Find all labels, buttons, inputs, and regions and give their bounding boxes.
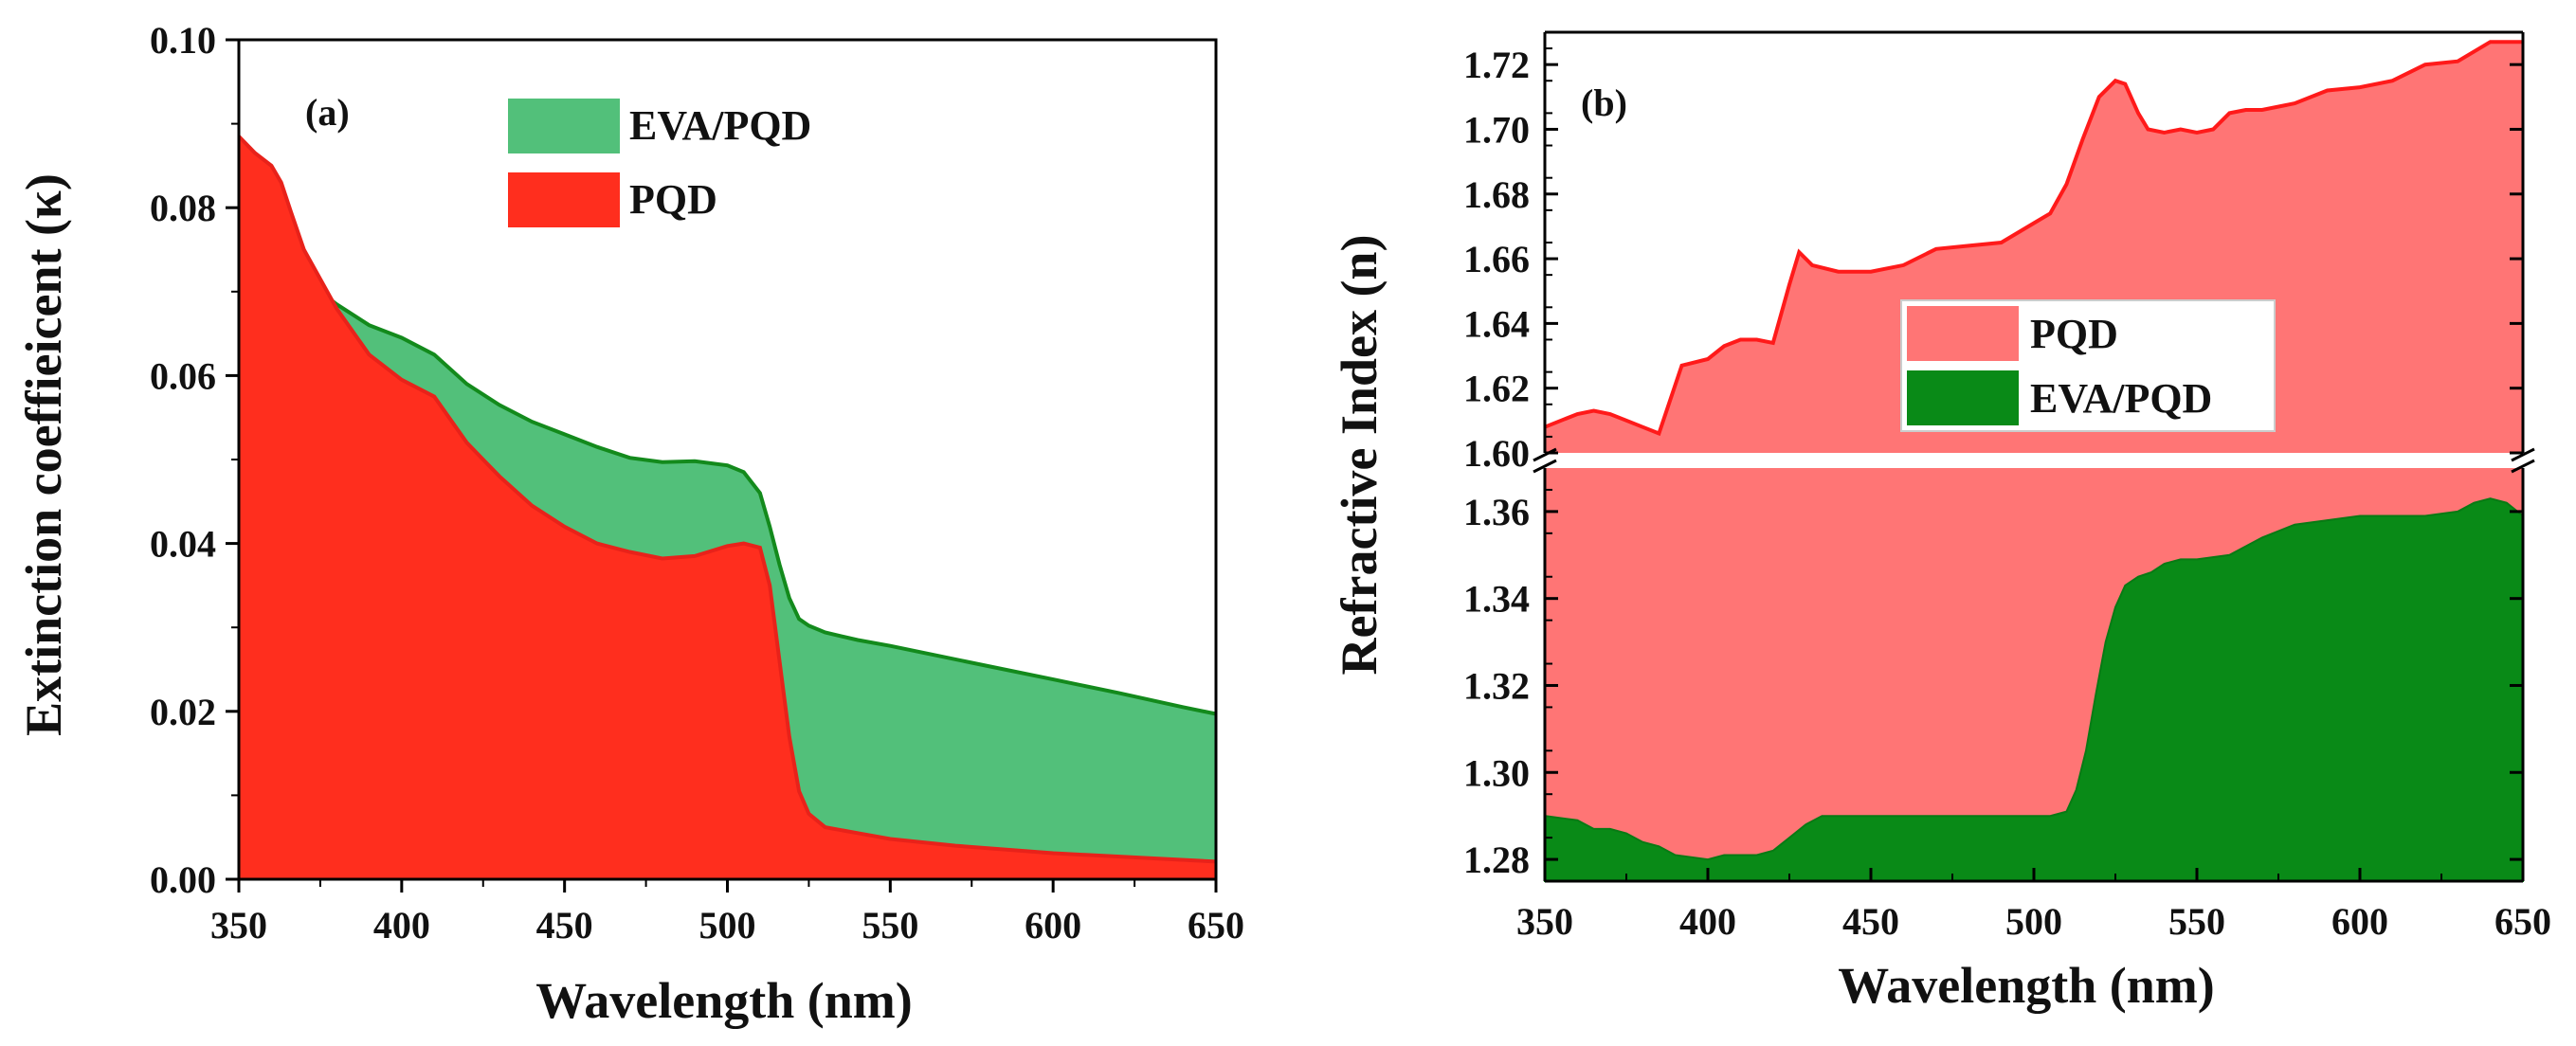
axis-break-mark: [1533, 447, 1557, 462]
y-tick-label-1.68: 1.68: [1463, 173, 1530, 216]
x-tick-label-500: 500: [2005, 900, 2062, 943]
x-tick-label-600: 600: [1025, 904, 1081, 947]
x-tick-label-650: 650: [1188, 904, 1244, 947]
panel-a-ticks: 350 400 450 500 550 600 650 0.00 0.02 0.04 0.06 0.0…: [150, 19, 1244, 947]
legend-label-eva-pqd: EVA/PQD: [629, 102, 811, 149]
panel-a-label: (a): [305, 91, 350, 134]
y-tick-label-1.64: 1.64: [1463, 302, 1530, 345]
panel-a-y-axis-title: Extinction coeffieicent (κ): [15, 173, 72, 736]
panel-b-x-axis-title: Wavelength (nm): [1838, 957, 2215, 1014]
y-tick-label-0.06: 0.06: [150, 354, 216, 397]
y-tick-label-0.10: 0.10: [150, 19, 216, 62]
legend-label-eva-pqd: EVA/PQD: [2030, 375, 2212, 422]
x-tick-label-550: 550: [2168, 900, 2225, 943]
legend-label-pqd: PQD: [629, 176, 717, 223]
line-pqd: [237, 135, 1217, 864]
panel-b-label: (b): [1581, 81, 1627, 124]
y-tick-label-1.34: 1.34: [1463, 578, 1530, 621]
line-pqd: [1544, 40, 2523, 437]
x-tick-label-450: 450: [1842, 900, 1899, 943]
axis-break-mark: [1533, 459, 1557, 474]
axis-break-mark: [2511, 459, 2535, 474]
legend-swatch-pqd: [508, 172, 620, 227]
x-tick-label-450: 450: [536, 904, 593, 947]
panel-a-series-areas: [237, 135, 1217, 880]
x-tick-label-650: 650: [2494, 900, 2551, 943]
x-tick-label-350: 350: [1516, 900, 1573, 943]
area-eva-pqd: [1544, 497, 2524, 882]
legend-swatch-eva-pqd: [1907, 370, 2019, 425]
y-tick-label-1.66: 1.66: [1463, 238, 1530, 280]
y-tick-label-0.04: 0.04: [150, 523, 216, 566]
x-tick-label-400: 400: [373, 904, 430, 947]
panel-b-refractive-index-chart: 350 400 450 500 550 600 650 1.60 1.62 1.64 1.66 1.6…: [1331, 30, 2551, 1014]
y-tick-label-0.08: 0.08: [150, 187, 216, 229]
x-tick-label-600: 600: [2331, 900, 2388, 943]
legend-label-pqd: PQD: [2030, 311, 2118, 357]
y-tick-label-0.00: 0.00: [150, 858, 216, 901]
panel-a-extinction-chart: 350 400 450 500 550 600 650 0.00 0.02 0.04 0.06 0.0…: [15, 19, 1244, 1029]
panel-b-series-areas: [1544, 40, 2524, 882]
y-tick-label-1.28: 1.28: [1463, 839, 1530, 881]
panel-a-x-axis-title: Wavelength (nm): [535, 972, 913, 1029]
panel-a-legend: EVA/PQD PQD: [508, 99, 811, 227]
legend-swatch-eva-pqd: [508, 99, 620, 153]
panel-b-ticks: 350 400 450 500 550 600 650 1.60 1.62 1.64 1.66 1.6…: [1463, 44, 2551, 943]
panel-b-legend: PQD EVA/PQD: [1900, 299, 2276, 432]
y-tick-label-1.62: 1.62: [1463, 368, 1530, 410]
y-tick-label-1.60: 1.60: [1463, 432, 1530, 475]
legend-swatch-pqd: [1907, 306, 2019, 361]
axis-break-mark: [2511, 447, 2535, 462]
panel-b-y-axis-title: Refractive Index (n): [1331, 235, 1388, 676]
y-tick-label-1.30: 1.30: [1463, 751, 1530, 794]
y-tick-label-1.70: 1.70: [1463, 108, 1530, 151]
x-tick-label-350: 350: [210, 904, 267, 947]
area-pqd: [239, 135, 1216, 879]
y-tick-label-1.72: 1.72: [1463, 44, 1530, 86]
y-tick-label-1.32: 1.32: [1463, 664, 1530, 707]
area-pqd-upper: [1545, 42, 2523, 453]
y-tick-label-0.02: 0.02: [150, 691, 216, 733]
x-tick-label-400: 400: [1679, 900, 1736, 943]
x-tick-label-500: 500: [699, 904, 756, 947]
y-tick-label-1.36: 1.36: [1463, 491, 1530, 533]
x-tick-label-550: 550: [862, 904, 918, 947]
